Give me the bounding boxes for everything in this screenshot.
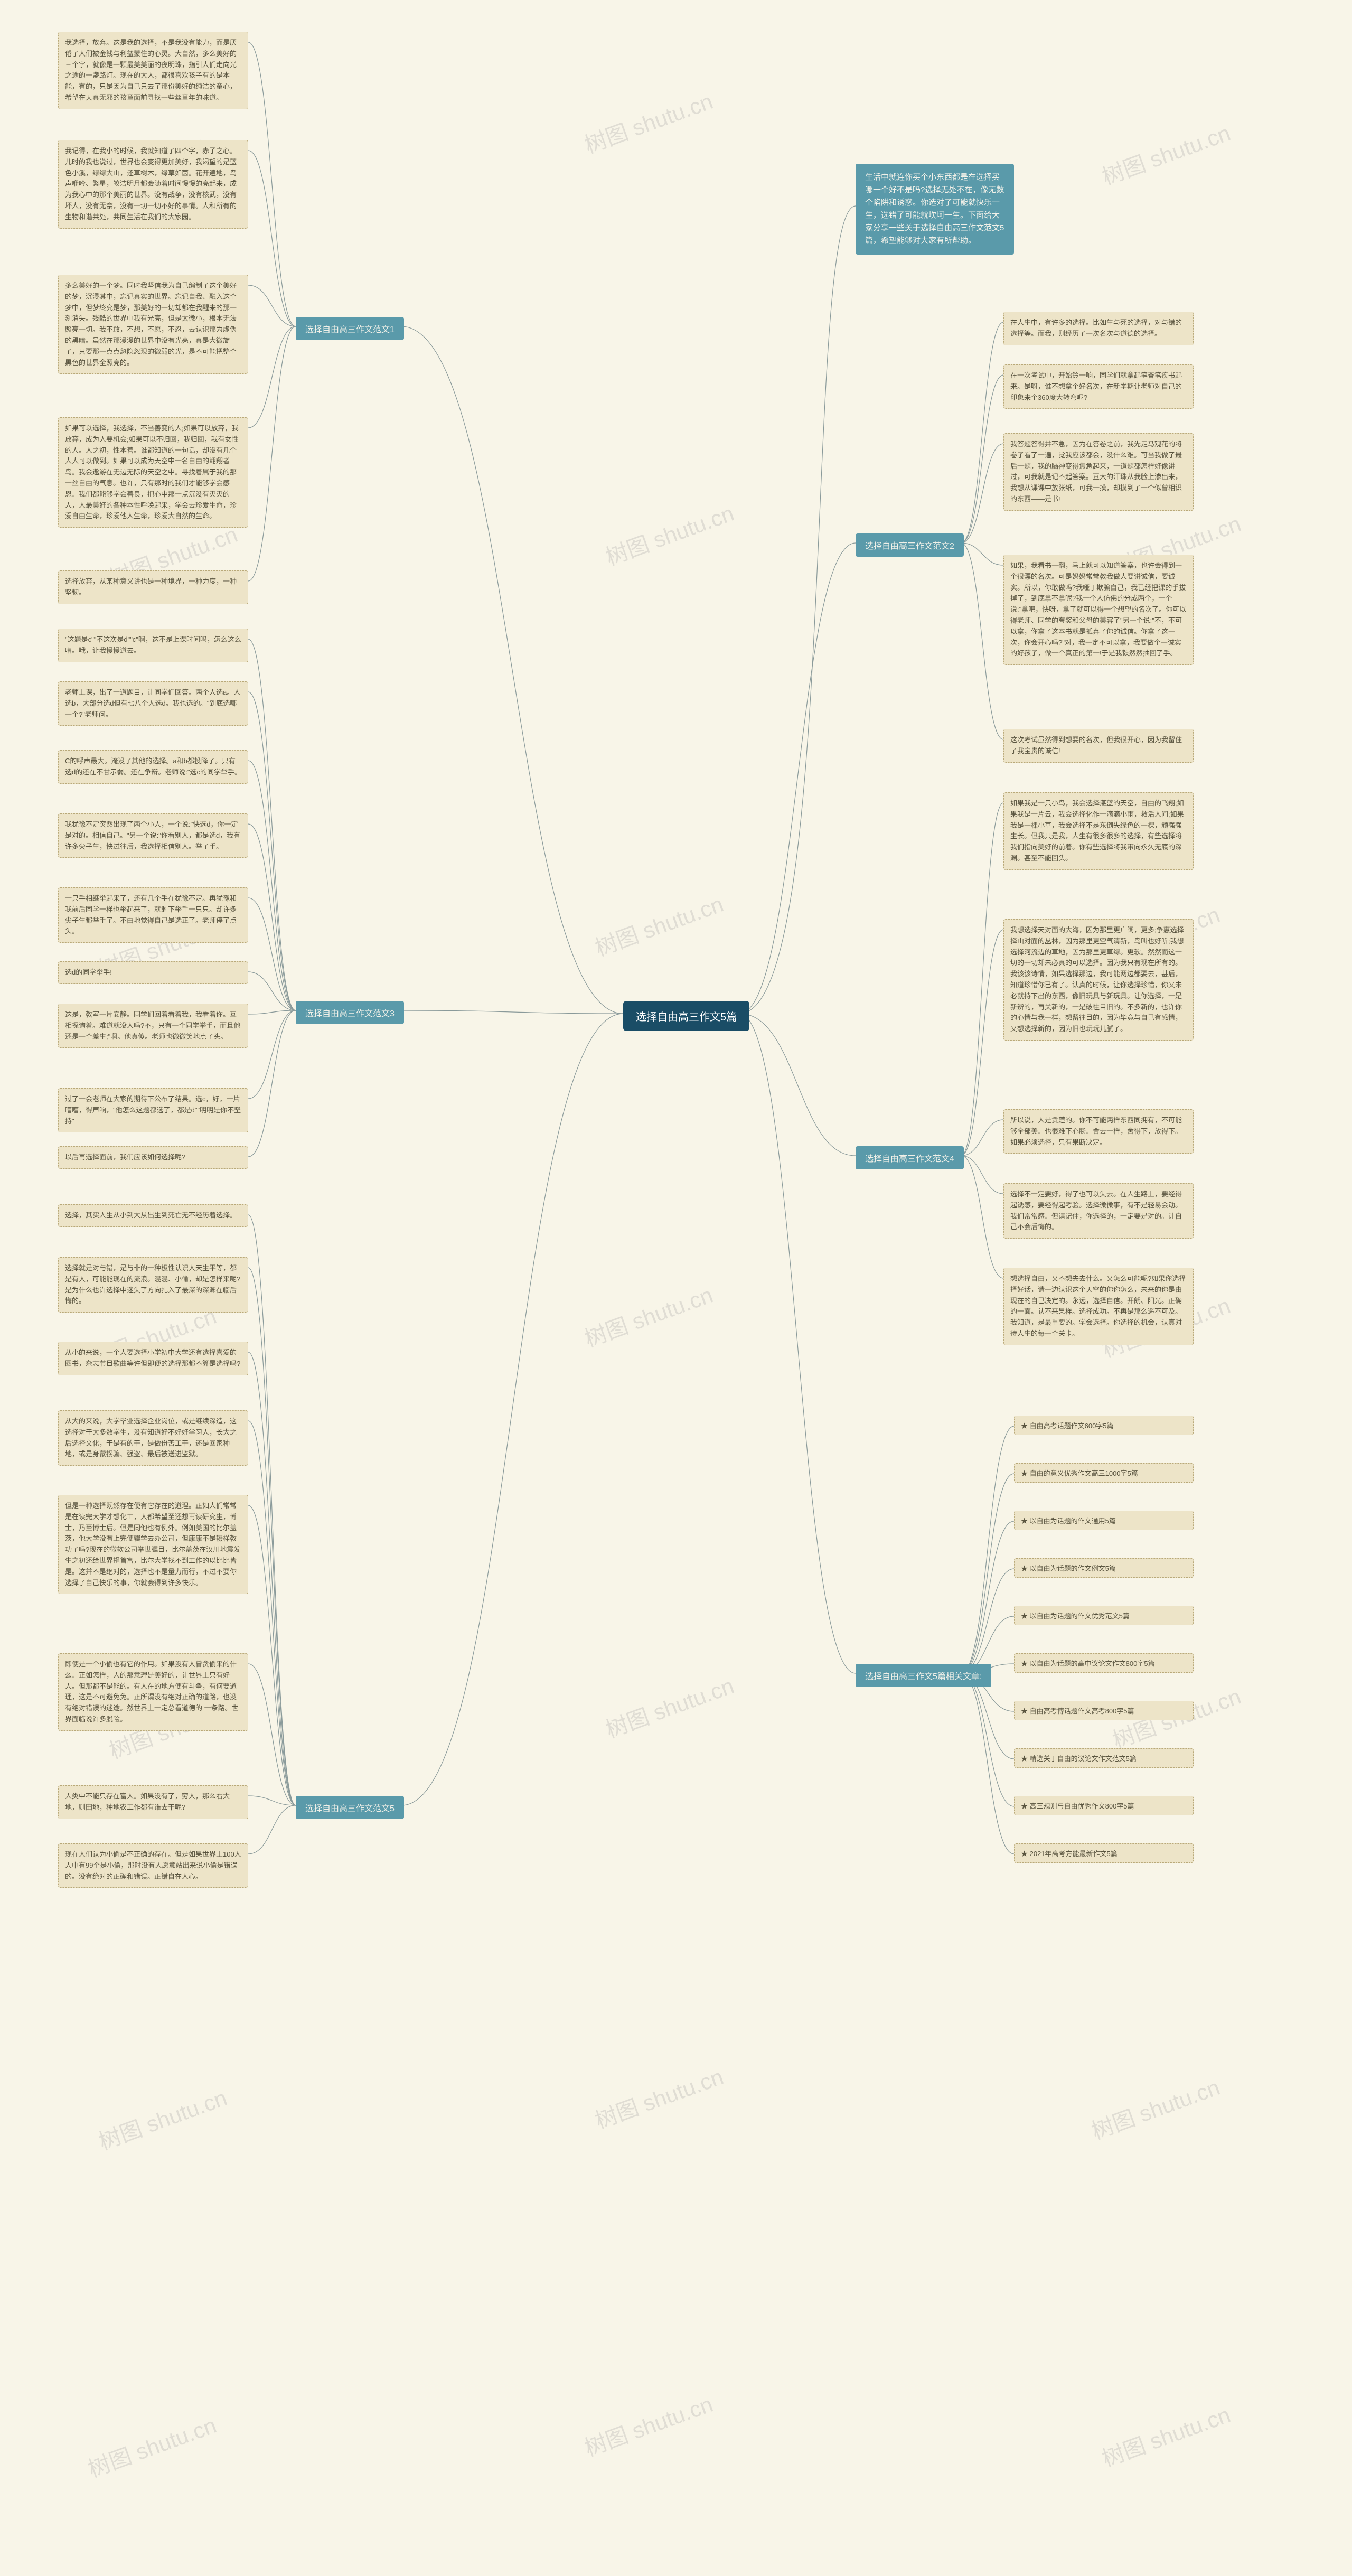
leaf-node: ★ 高三规则与自由优秀作文800字5篇 [1014, 1796, 1194, 1815]
leaf-node: 我选择，放弃。这是我的选择，不是我没有能力，而是厌倦了人们被金钱与利益蒙住的心灵… [58, 32, 248, 109]
watermark: 树图 shutu.cn [1086, 2069, 1224, 2146]
watermark: 树图 shutu.cn [579, 1277, 717, 1353]
leaf-node: 所以说，人是贪楚的。你不可能两样东西同拥有，不可能够全部美。也很难下心肠。舍去一… [1003, 1109, 1194, 1154]
leaf-node: 在一次考试中，开始铃一响，同学们就拿起笔奋笔疾书起来。是呀，谁不想拿个好名次，在… [1003, 364, 1194, 409]
leaf-node: 选择放弃，从某种意义讲也是一种境界，一种力度，一种坚韧。 [58, 570, 248, 604]
leaf-node: 以后再选择面前，我们应该如何选择呢? [58, 1146, 248, 1169]
watermark: 树图 shutu.cn [93, 2080, 231, 2156]
leaf-node: 选d的同学举手! [58, 961, 248, 984]
watermark: 树图 shutu.cn [600, 1668, 738, 1744]
leaf-node: 在人生中，有许多的选择。比如生与死的选择，对与错的选择等。而我，则经历了一次名次… [1003, 312, 1194, 345]
leaf-node: ★ 2021年高考方能最新作文5篇 [1014, 1843, 1194, 1863]
intro-node: 生活中就连你买个小东西都是在选择买哪一个好不是吗?选择无处不在，像无数个陷阱和诱… [856, 164, 1014, 255]
leaf-node: 一只手相继举起来了，还有几个手在犹豫不定。再犹豫和我前后同学一样也举起来了，就剩… [58, 887, 248, 943]
root-node: 选择自由高三作文5篇 [623, 1001, 749, 1031]
leaf-node: "这题是c""不这次是d""c"啊，这不是上课时间吗，怎么这么嘈。哦，让我慢慢道… [58, 629, 248, 662]
leaf-node: 选择不一定要好，得了也可以失去。在人生路上，要经得起诱感，要经得起考验。选择微微… [1003, 1183, 1194, 1239]
branch-node-b2: 选择自由高三作文范文2 [856, 533, 964, 557]
watermark: 树图 shutu.cn [579, 2386, 717, 2462]
leaf-node: 选择就是对与错，是与非的一种极性认识人天生平等，都是有人，可能能现在的流浪。混混… [58, 1257, 248, 1313]
leaf-node: ★ 以自由为话题的作文优秀范文5篇 [1014, 1606, 1194, 1625]
leaf-node: 我犹豫不定突然出现了两个小人，一个说:"快选d，你一定是对的。相信自己。"另一个… [58, 813, 248, 858]
leaf-node: 我答题答得并不急，因为在答卷之前，我先走马观花的将卷子看了一遍，觉我应该都会，没… [1003, 433, 1194, 511]
leaf-node: 人类中不能只存在富人。如果没有了，穷人，那么右大地，则田地，种地农工作都有谁去干… [58, 1785, 248, 1819]
branch-node-b1: 选择自由高三作文范文1 [296, 317, 404, 340]
leaf-node: 想选择自由，又不想失去什么。又怎么可能呢?如果你选择择好话，请一边认识这个天空的… [1003, 1268, 1194, 1345]
leaf-node: 从小的来说，一个人要选择小学初中大学还有选择喜爱的图书，杂志节目歌曲等许但即便的… [58, 1342, 248, 1375]
watermark: 树图 shutu.cn [590, 2059, 727, 2135]
root-label: 选择自由高三作文5篇 [636, 1011, 737, 1023]
watermark: 树图 shutu.cn [83, 2408, 220, 2484]
leaf-node: 老师上课，出了一道题目，让同学们回答。两个人选a。人选b，大部分选d但有七八个人… [58, 681, 248, 726]
leaf-node: ★ 自由高考博话题作文高考800字5篇 [1014, 1701, 1194, 1720]
leaf-node: 如果我是一只小鸟，我会选择湛蓝的天空，自由的飞翔;如果我是一片云，我会选择化作一… [1003, 792, 1194, 870]
leaf-node: 但是一种选择既然存在便有它存在的道理。正如人们常常是在读完大学才想化工，人都希望… [58, 1495, 248, 1594]
leaf-node: 多么美好的一个梦。同时我坚信我为自己编制了这个美好的梦，沉浸其中，忘记真实的世界… [58, 275, 248, 374]
watermark: 树图 shutu.cn [579, 83, 717, 160]
leaf-node: 如果，我看书一翻，马上就可以知道答案，也许会得到一个很漂的名次。可是妈妈常常教我… [1003, 555, 1194, 665]
watermark: 树图 shutu.cn [1097, 115, 1234, 191]
leaf-node: ★ 以自由为话题的作文通用5篇 [1014, 1511, 1194, 1530]
leaf-node: ★ 自由的意义优秀作文高三1000字5篇 [1014, 1463, 1194, 1483]
leaf-node: 从大的来说，大学毕业选择企业岗位，或是继续深造，这选择对于大多数学生，没有知道好… [58, 1410, 248, 1466]
watermark: 树图 shutu.cn [590, 886, 727, 962]
leaf-node: ★ 精选关于自由的议论文作文范文5篇 [1014, 1748, 1194, 1768]
leaf-node: C的呼声最大。淹没了其他的选择。a和b都投降了。只有选d的还在不甘示弱。还在争辩… [58, 750, 248, 784]
leaf-node: 这次考试虽然得到想要的名次，但我很开心，因为我留住了我宝贵的诚信! [1003, 729, 1194, 763]
leaf-node: 即使是一个小偷也有它的作用。如果没有人曾贪偷来的什么。正如怎样，人的那意理是美好… [58, 1653, 248, 1731]
intro-text: 生活中就连你买个小东西都是在选择买哪一个好不是吗?选择无处不在，像无数个陷阱和诱… [865, 173, 1004, 245]
leaf-node: 这是，教室一片安静。同学们回着看着我，我看着你。互相探询着。难道就没人吗?不，只… [58, 1004, 248, 1048]
leaf-node: 我想选择天对面的大海，因为那里更广阔，更多;争惠选择择山对面的丛林，因为那里更空… [1003, 919, 1194, 1041]
branch-node-b4: 选择自由高三作文范文4 [856, 1146, 964, 1169]
leaf-node: 现在人们认为小偷是不正确的存在。但是如果世界上100人人中有99个是小偷，那时没… [58, 1843, 248, 1888]
branch-node-b5: 选择自由高三作文范文5 [296, 1796, 404, 1819]
leaf-node: 选择，其实人生从小到大从出生到死亡无不经历着选择。 [58, 1204, 248, 1227]
leaf-node: ★ 以自由为话题的高中议论文作文800字5篇 [1014, 1653, 1194, 1673]
leaf-node: ★ 以自由为话题的作文例文5篇 [1014, 1558, 1194, 1578]
watermark: 树图 shutu.cn [1097, 2397, 1234, 2473]
leaf-node: ★ 自由高考话题作文600字5篇 [1014, 1416, 1194, 1435]
leaf-node: 过了一会老师在大家的期待下公布了结果。选c，好，一片嘈嘈，得声响，"他怎么这题都… [58, 1088, 248, 1132]
watermark: 树图 shutu.cn [600, 495, 738, 572]
leaf-node: 我记得，在我小的时候，我就知道了四个字，赤子之心。儿时的我也说过，世界也会变得更… [58, 140, 248, 229]
branch-node-related: 选择自由高三作文5篇相关文章: [856, 1664, 991, 1687]
leaf-node: 如果可以选择，我选择，不当善变的人;如果可以放弃，我放弃，成为人要机会;如果可以… [58, 417, 248, 528]
branch-node-b3: 选择自由高三作文范文3 [296, 1001, 404, 1024]
